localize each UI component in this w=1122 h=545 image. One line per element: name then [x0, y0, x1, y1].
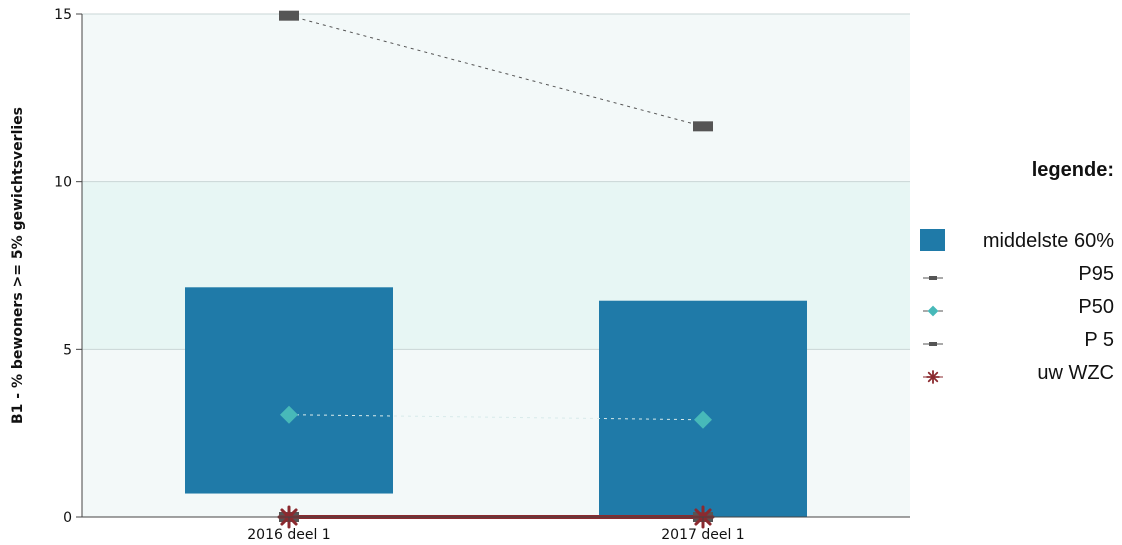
series-marker	[279, 10, 299, 21]
legend-label: P 5	[1084, 329, 1114, 351]
background-band-2	[82, 14, 910, 182]
range-bar	[599, 300, 807, 517]
legend-label: P95	[1078, 263, 1114, 285]
y-tick-label: 5	[63, 342, 72, 358]
range-bar	[185, 287, 393, 494]
y-tick-label: 15	[54, 7, 72, 23]
series-line	[288, 15, 704, 127]
series-line	[288, 414, 704, 421]
y-tick-labels: 0 5 10 15	[54, 7, 72, 526]
y-axis-label: B1 - % bewoners >= 5% gewichtsverlies	[10, 107, 26, 424]
axes	[76, 13, 910, 522]
legend-label: P50	[1078, 296, 1114, 318]
x-tick-labels: 2016 deel 1 2017 deel 1	[247, 527, 744, 543]
legend-swatch	[929, 276, 937, 280]
star-stroke	[927, 371, 939, 383]
legend-swatch	[927, 305, 939, 317]
y-tick-label: 0	[63, 510, 72, 526]
range-bars	[185, 287, 807, 517]
legend-swatch	[929, 342, 937, 346]
y-tick-label: 10	[54, 175, 72, 191]
legend-swatch	[920, 229, 945, 251]
legend-items: middelste 60% P95 P50 P 5 uw WZC	[920, 229, 1114, 384]
legend-label: middelste 60%	[983, 230, 1114, 252]
x-tick-label: 2016 deel 1	[247, 527, 330, 543]
series-marker	[280, 405, 298, 424]
x-tick-label: 2017 deel 1	[661, 527, 744, 543]
legend: legende: middelste 60% P95 P50 P 5 uw WZC	[920, 159, 1114, 384]
legend-title: legende:	[1032, 159, 1114, 181]
series-marker	[693, 121, 713, 132]
legend-swatch	[926, 370, 940, 384]
legend-label: uw WZC	[1037, 362, 1114, 384]
series-marker	[694, 410, 712, 429]
